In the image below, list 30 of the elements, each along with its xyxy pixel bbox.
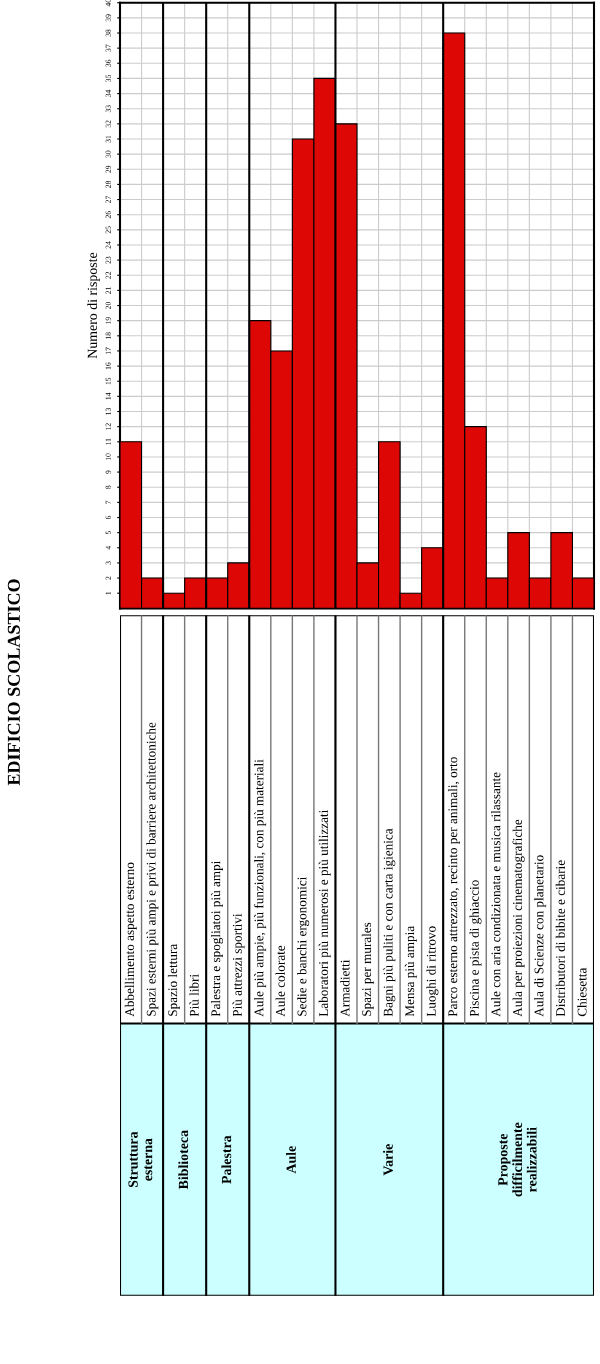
x-tick-label: Aula di Scienze con planetario	[534, 855, 547, 1017]
x-tick-label: Aule colorate	[275, 945, 285, 1017]
x-tick-label: Mensa più ampia	[404, 926, 417, 1017]
x-tick-label: Palestra e spogliatoi più ampi	[210, 860, 223, 1017]
x-tick-label: Distributori di bibite e cibarie	[555, 860, 565, 1017]
text: Varie	[383, 1144, 393, 1176]
y-axis-title: Numero di risposte	[87, 252, 100, 359]
x-tick-label: Bagni più puliti e con carta igienica	[383, 828, 396, 1017]
text: EDIFICIO SCOLASTICO	[7, 579, 20, 786]
x-tick-label: Aule con aria condizionata e musica rilassante	[491, 772, 501, 1017]
x-tick-label: Aule più ampie, più funzionali, con più materiali	[254, 759, 267, 1017]
x-tick-label: Aula per proiezioni cinematografiche	[512, 819, 525, 1017]
text: Aule	[286, 1146, 296, 1174]
text: Biblioteca	[178, 1130, 189, 1190]
x-tick-label: Abbellimento aspetto esterno	[124, 862, 137, 1017]
x-tick-label: Armadietti	[340, 959, 350, 1017]
x-tick-label: Chiesetta	[577, 967, 587, 1017]
x-tick-label: Spazi esterni più ampi e privi di barriere architettoniche	[146, 722, 159, 1016]
x-tick-label: Spazio lettura	[167, 944, 180, 1016]
text: Struttura esterna	[128, 1131, 153, 1188]
text: Palestra	[221, 1135, 232, 1184]
x-tick-label: Più attrezzi sportivi	[232, 913, 245, 1017]
x-tick-label: Sedie e banchi ergonomici	[297, 876, 310, 1016]
x-tick-label: Piscina e pista di ghiaccio	[469, 880, 482, 1017]
x-tick-label: Luoghi di ritrovo	[426, 926, 439, 1017]
x-tick-label: Parco esterno attrezzato, recinto per animali, orto	[447, 757, 460, 1017]
x-tick-label: Più libri	[189, 974, 199, 1017]
text: Proposte difficilmente realizzabili	[498, 1122, 537, 1197]
x-tick-label: Spazi per murales	[361, 922, 374, 1016]
x-tick-label: Laboratori più numerosi e più utilizzati	[318, 809, 331, 1017]
